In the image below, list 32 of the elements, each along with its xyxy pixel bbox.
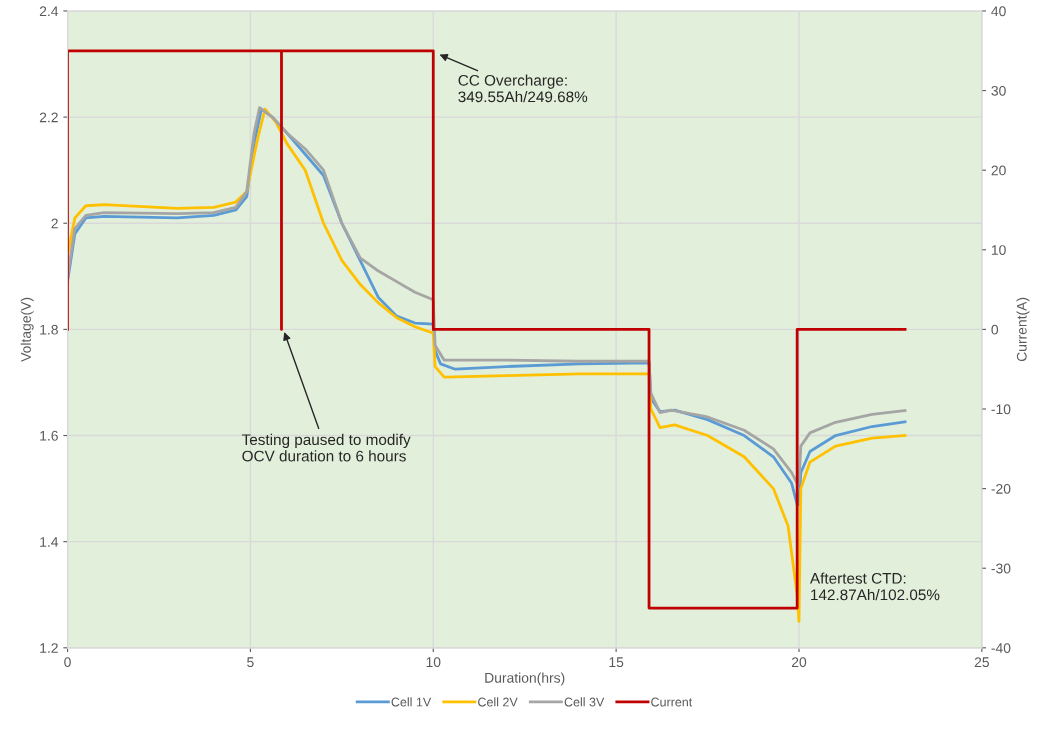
y2-tick-label: -20	[991, 483, 1011, 494]
y-tick-label: 1.4	[40, 537, 59, 547]
y-tick-label: 1.8	[40, 324, 58, 335]
y2-tick-label: 30	[991, 85, 1006, 96]
legend-label: Cell 2V	[478, 697, 518, 707]
x-tick-label: 25	[974, 657, 989, 668]
legend-label: Current	[651, 697, 693, 707]
y2-tick-label: -40	[991, 643, 1011, 653]
x-tick-label: 10	[426, 657, 441, 668]
y-tick-label: 2.4	[39, 6, 59, 17]
y2-axis-title: Current(A)	[1016, 297, 1030, 362]
y2-tick-label: 10	[991, 245, 1006, 255]
annotation: Aftertest CTD: 142.87Ah/102.05%	[809, 572, 940, 601]
y-tick-label: 1.2	[40, 643, 58, 653]
y2-tick-label: 0	[991, 324, 999, 335]
annotation: CC Overcharge: 349.55Ah/249.68%	[458, 74, 588, 103]
y2-tick-label: -30	[991, 563, 1011, 574]
y-tick-label: 2	[51, 218, 58, 229]
x-tick-label: 5	[247, 657, 254, 668]
annotation: Testing paused to modify OCV duration to 6 hours	[241, 433, 411, 462]
y-tick-label: 2.2	[39, 112, 58, 123]
x-tick-label: 15	[609, 657, 624, 668]
y2-tick-label: -10	[991, 404, 1011, 415]
legend-label: Cell 3V	[564, 697, 605, 707]
y-tick-label: 1.6	[40, 430, 58, 441]
x-tick-label: 0	[64, 657, 71, 668]
y2-tick-label: 20	[991, 165, 1006, 176]
y2-tick-label: 40	[991, 6, 1006, 17]
legend-label: Cell 1V	[391, 697, 432, 707]
y-axis-title: Voltage(V)	[20, 297, 34, 362]
x-tick-label: 20	[791, 657, 807, 668]
x-axis-title: Duration(hrs)	[485, 672, 565, 686]
